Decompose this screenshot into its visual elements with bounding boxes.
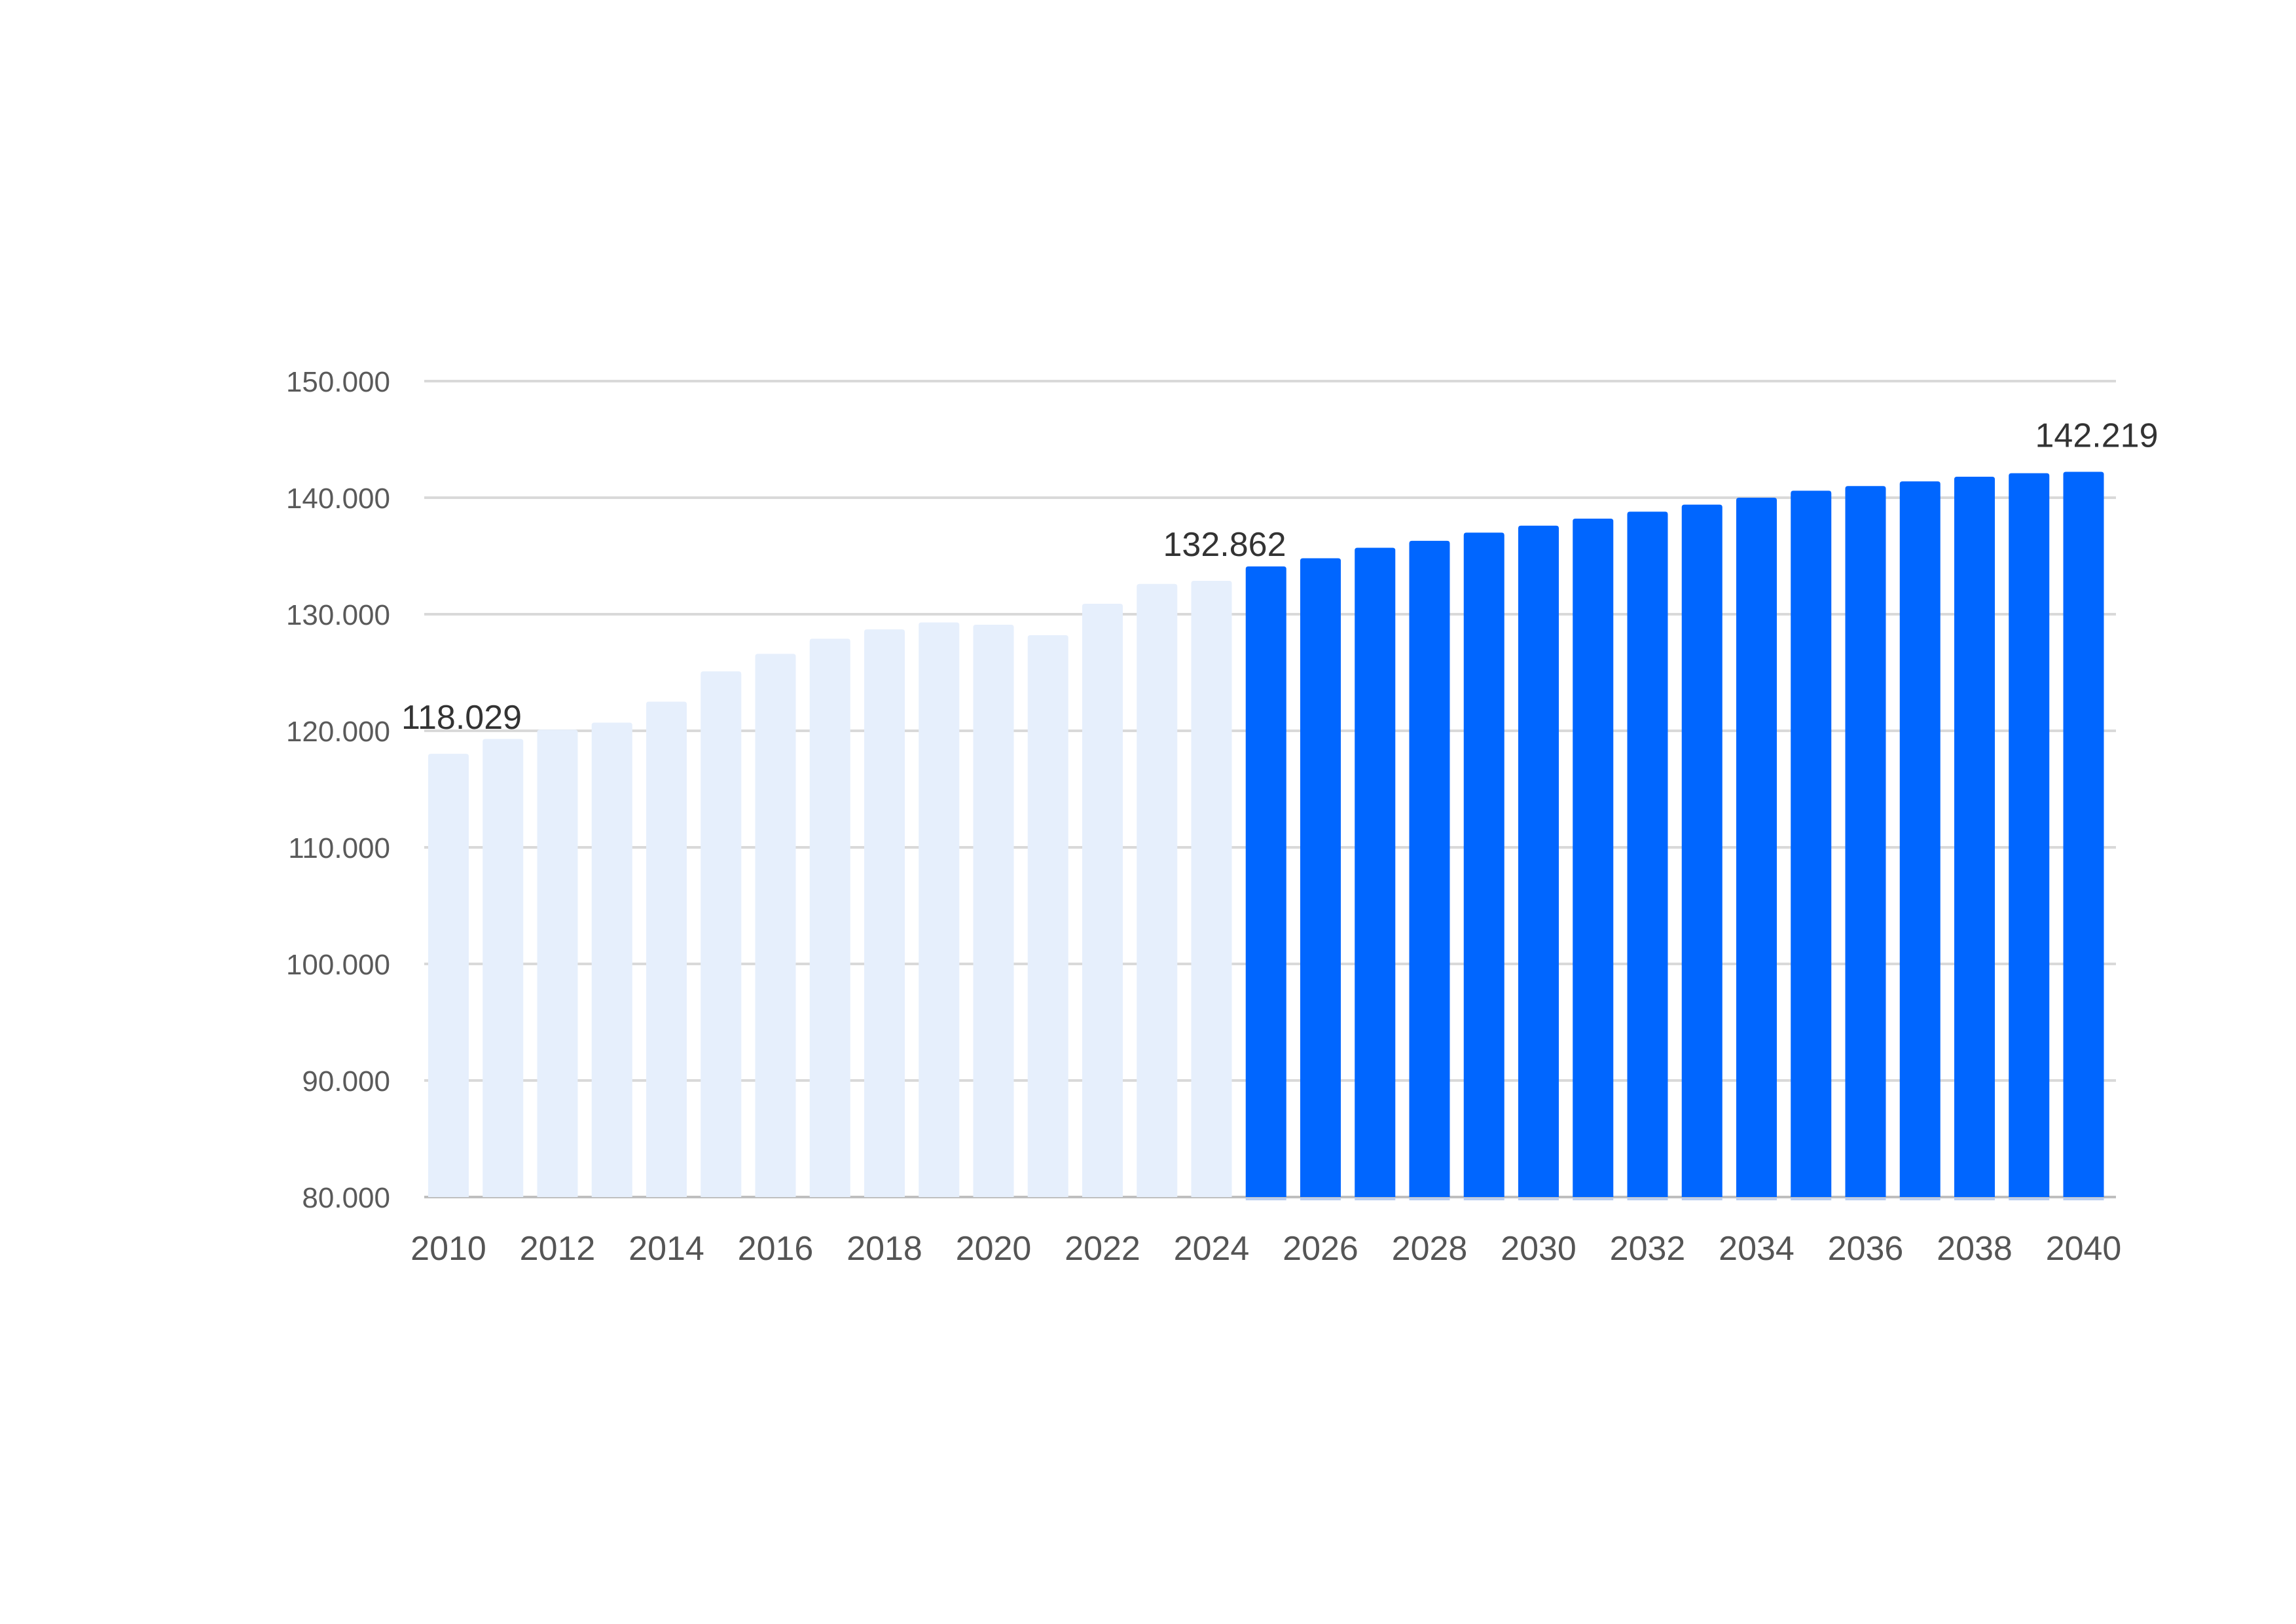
y-tick-label: 150.000 bbox=[286, 366, 390, 398]
x-tick-label: 2034 bbox=[1719, 1230, 1795, 1268]
bar-forecast-2035[interactable] bbox=[1791, 490, 1832, 1197]
x-tick-label: 2018 bbox=[847, 1230, 922, 1268]
bar-2024[interactable] bbox=[1191, 581, 1232, 1197]
y-tick-label: 140.000 bbox=[286, 483, 390, 515]
bar-forecast-2039[interactable] bbox=[2009, 473, 2050, 1197]
bar-forecast-2028[interactable] bbox=[1409, 540, 1450, 1197]
x-tick-label: 2040 bbox=[2046, 1230, 2122, 1268]
bar-forecast-2027[interactable] bbox=[1355, 547, 1396, 1197]
y-tick-label: 90.000 bbox=[302, 1065, 390, 1098]
bar-2020[interactable] bbox=[973, 625, 1014, 1197]
bar-2012[interactable] bbox=[537, 729, 578, 1197]
data-label-2040: 142.219 bbox=[2035, 417, 2159, 455]
bar-forecast-2040[interactable] bbox=[2063, 471, 2104, 1198]
bar-forecast-2031[interactable] bbox=[1573, 519, 1614, 1197]
x-tick-label: 2026 bbox=[1283, 1230, 1358, 1268]
x-tick-label: 2030 bbox=[1501, 1230, 1576, 1268]
bar-2016[interactable] bbox=[755, 654, 796, 1197]
y-tick-label: 130.000 bbox=[286, 599, 390, 631]
bar-forecast-2033[interactable] bbox=[1681, 504, 1722, 1198]
y-tick-label: 100.000 bbox=[286, 949, 390, 981]
y-tick-label: 110.000 bbox=[288, 832, 390, 864]
bar-2015[interactable] bbox=[701, 671, 742, 1197]
bars bbox=[428, 471, 2104, 1200]
bar-forecast-2034[interactable] bbox=[1736, 498, 1777, 1197]
bar-2021[interactable] bbox=[1027, 635, 1068, 1197]
bar-2010[interactable] bbox=[428, 754, 469, 1197]
data-label-2010: 118.029 bbox=[401, 699, 522, 737]
x-tick-label: 2038 bbox=[1937, 1230, 2013, 1268]
x-axis-ticks: 2010 2012 2014 2016 2018 2020 2022 2024 2026 2028… bbox=[410, 1230, 2121, 1268]
x-tick-label: 2010 bbox=[410, 1230, 486, 1268]
bar-forecast-2025[interactable] bbox=[1245, 566, 1286, 1197]
data-label-2024: 132.862 bbox=[1163, 526, 1286, 564]
x-tick-label: 2024 bbox=[1174, 1230, 1250, 1268]
x-tick-label: 2012 bbox=[520, 1230, 596, 1268]
bar-forecast-2026[interactable] bbox=[1300, 558, 1341, 1197]
y-tick-label: 120.000 bbox=[286, 716, 390, 748]
bar-2018[interactable] bbox=[864, 629, 905, 1197]
bar-2013[interactable] bbox=[591, 722, 632, 1197]
bar-2019[interactable] bbox=[919, 622, 960, 1197]
data-labels: 118.029 132.862 142.219 bbox=[401, 417, 2159, 737]
y-tick-label: 80.000 bbox=[302, 1182, 390, 1214]
x-tick-label: 2014 bbox=[629, 1230, 704, 1268]
bar-2017[interactable] bbox=[809, 638, 850, 1197]
bar-2023[interactable] bbox=[1137, 583, 1178, 1197]
bar-2022[interactable] bbox=[1082, 603, 1123, 1197]
x-tick-label: 2022 bbox=[1065, 1230, 1140, 1268]
y-axis-ticks: 80.000 90.000 100.000 110.000 120.000 130.000… bbox=[286, 366, 390, 1214]
bar-forecast-2036[interactable] bbox=[1845, 486, 1886, 1198]
bar-forecast-2038[interactable] bbox=[1954, 476, 1995, 1198]
x-tick-label: 2036 bbox=[1828, 1230, 1904, 1268]
bar-forecast-2030[interactable] bbox=[1518, 525, 1559, 1197]
bar-forecast-2032[interactable] bbox=[1627, 511, 1668, 1197]
bar-forecast-2029[interactable] bbox=[1463, 532, 1504, 1197]
bar-2014[interactable] bbox=[646, 701, 687, 1198]
bar-forecast-2037[interactable] bbox=[1899, 481, 1941, 1197]
bar-2011[interactable] bbox=[483, 739, 524, 1197]
x-tick-label: 2020 bbox=[956, 1230, 1032, 1268]
x-tick-label: 2016 bbox=[738, 1230, 814, 1268]
x-tick-label: 2032 bbox=[1610, 1230, 1686, 1268]
x-tick-label: 2028 bbox=[1392, 1230, 1468, 1268]
